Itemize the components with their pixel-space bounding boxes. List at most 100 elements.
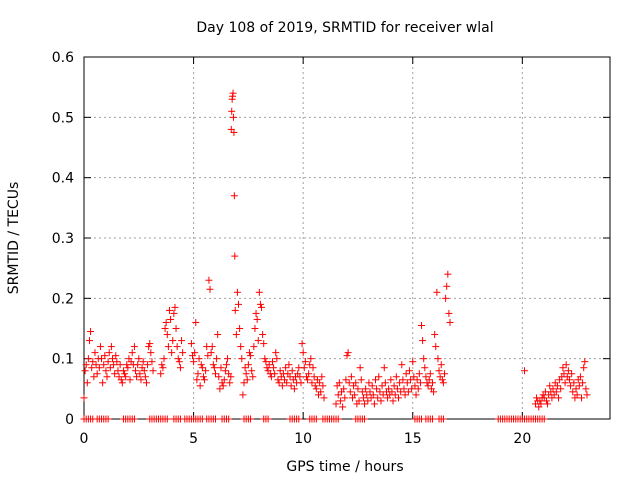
data-point <box>282 364 290 372</box>
data-point <box>311 382 319 390</box>
data-point <box>247 352 255 360</box>
data-point <box>104 415 112 423</box>
data-point <box>206 285 214 293</box>
data-point <box>231 252 239 260</box>
data-point <box>163 331 171 339</box>
data-point <box>411 382 419 390</box>
data-point <box>318 373 326 381</box>
data-point <box>112 352 120 360</box>
data-point <box>355 397 363 405</box>
data-point <box>428 379 436 387</box>
data-point <box>236 325 244 332</box>
data-point <box>248 367 256 375</box>
data-point <box>202 367 210 375</box>
data-point <box>226 379 234 387</box>
data-point <box>404 388 412 396</box>
data-point <box>194 370 202 378</box>
y-tick-label: 0.3 <box>52 231 74 247</box>
data-point <box>561 379 569 387</box>
data-point <box>435 367 443 375</box>
data-point <box>361 415 369 423</box>
data-point <box>332 400 340 408</box>
data-point <box>196 382 204 390</box>
data-point <box>400 385 408 393</box>
data-point <box>258 303 266 311</box>
data-point <box>346 388 354 396</box>
data-point <box>580 364 588 372</box>
data-point <box>212 370 219 378</box>
data-point <box>542 397 550 405</box>
data-point <box>568 370 576 378</box>
data-point <box>316 379 324 387</box>
data-point <box>205 276 213 284</box>
x-tick-label: 20 <box>513 431 531 447</box>
data-point <box>569 388 577 396</box>
data-point <box>385 385 393 393</box>
data-point <box>123 361 131 369</box>
data-point <box>420 355 428 363</box>
data-point <box>192 318 200 326</box>
data-point <box>335 379 343 387</box>
data-point <box>107 343 115 351</box>
data-point <box>368 382 376 390</box>
data-point <box>174 355 182 363</box>
data-point <box>215 373 223 381</box>
data-point <box>434 355 442 363</box>
data-point <box>126 376 134 384</box>
data-point <box>392 373 400 381</box>
data-point <box>146 340 154 348</box>
data-point <box>377 397 385 405</box>
data-point <box>172 325 180 332</box>
data-point <box>217 364 225 372</box>
data-point <box>380 364 388 372</box>
data-point <box>340 385 348 393</box>
data-point <box>121 370 129 378</box>
data-point <box>564 367 572 375</box>
data-point <box>361 400 369 408</box>
data-point <box>336 397 344 405</box>
data-point <box>583 391 591 399</box>
data-point <box>111 370 119 378</box>
data-point <box>238 355 246 363</box>
data-point <box>422 373 430 381</box>
data-point <box>393 385 401 393</box>
data-point <box>342 376 350 384</box>
data-point <box>409 358 417 366</box>
data-point <box>369 391 377 399</box>
data-point <box>117 376 125 384</box>
data-point <box>80 394 88 402</box>
data-point <box>402 370 410 378</box>
data-point <box>130 343 138 351</box>
data-point <box>237 343 245 351</box>
data-point <box>267 373 275 381</box>
data-point <box>309 364 317 372</box>
data-point <box>168 349 176 357</box>
data-point <box>255 288 263 296</box>
data-point <box>170 309 178 317</box>
data-point <box>442 294 450 302</box>
data-point <box>98 355 106 363</box>
data-point <box>540 415 548 423</box>
data-point <box>407 376 415 384</box>
data-point <box>412 391 420 399</box>
data-point <box>413 376 421 384</box>
data-point <box>230 192 238 200</box>
data-point <box>405 367 413 375</box>
data-point <box>136 370 144 378</box>
data-point <box>225 415 233 423</box>
data-point <box>243 376 251 384</box>
data-point <box>270 364 278 372</box>
data-point <box>132 367 140 375</box>
data-point <box>82 361 90 369</box>
data-point <box>343 352 351 360</box>
data-point <box>345 379 353 387</box>
data-point <box>139 358 147 366</box>
data-point <box>124 364 132 372</box>
x-axis-label: GPS time / hours <box>286 459 403 475</box>
data-point <box>157 370 165 378</box>
y-tick-labels: 0 0.1 0.2 0.3 0.4 0.5 0.6 <box>52 50 74 428</box>
data-point <box>81 367 89 375</box>
data-point <box>287 382 295 390</box>
data-point <box>378 382 386 390</box>
data-point <box>559 364 567 372</box>
